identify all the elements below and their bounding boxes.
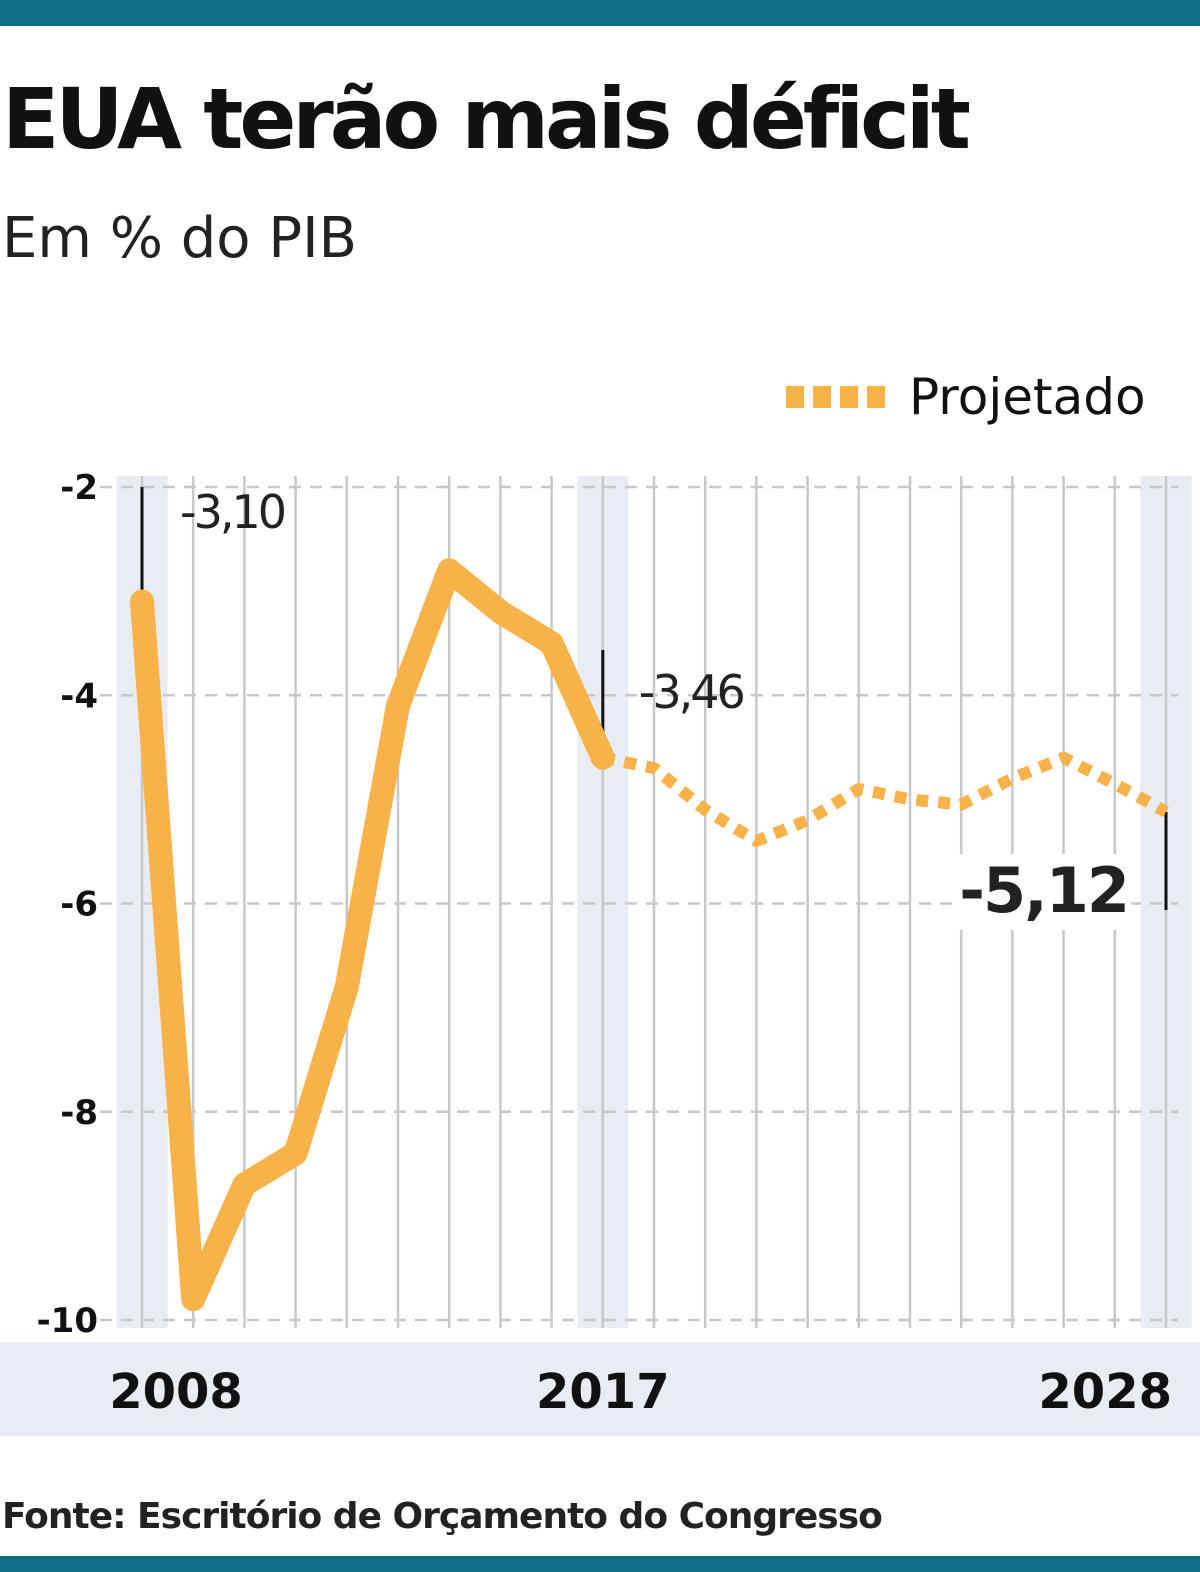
source-note: Fonte: Escritório de Orçamento do Congre… — [2, 1496, 883, 1537]
chart-subtitle: Em % do PIB — [2, 206, 358, 271]
historical-series-line — [130, 558, 615, 1312]
x-axis-band — [0, 1342, 1200, 1436]
y-tick-label: -4 — [60, 676, 98, 716]
top-accent-bar — [0, 0, 1200, 26]
x-tick-label: 2017 — [536, 1364, 670, 1420]
annotation-label-background — [953, 854, 1131, 930]
x-tick-label: 2008 — [109, 1364, 243, 1420]
y-tick-label: -10 — [37, 1301, 98, 1341]
y-tick-label: -6 — [60, 885, 98, 925]
legend-dotted-line-swatch — [786, 386, 885, 408]
line-chart: -3,10 -3,46 -5,12 -2 -4 -6 -8 -10 2008 2017 2028 — [0, 468, 1200, 1436]
legend-label-projected: Projetado — [909, 368, 1146, 426]
y-tick-label: -2 — [60, 468, 98, 508]
annotation-value-label: -5,12 — [959, 854, 1128, 927]
projected-series-line — [601, 751, 1169, 847]
chart-title: EUA terão mais déficit — [2, 70, 971, 168]
bottom-accent-bar — [0, 1556, 1200, 1572]
y-tick-label: -8 — [60, 1093, 98, 1133]
legend: Projetado — [786, 362, 1146, 432]
annotation-value-label: -3,10 — [180, 485, 285, 539]
annotation-value-label: -3,46 — [639, 665, 744, 719]
x-tick-label: 2028 — [1038, 1364, 1172, 1420]
